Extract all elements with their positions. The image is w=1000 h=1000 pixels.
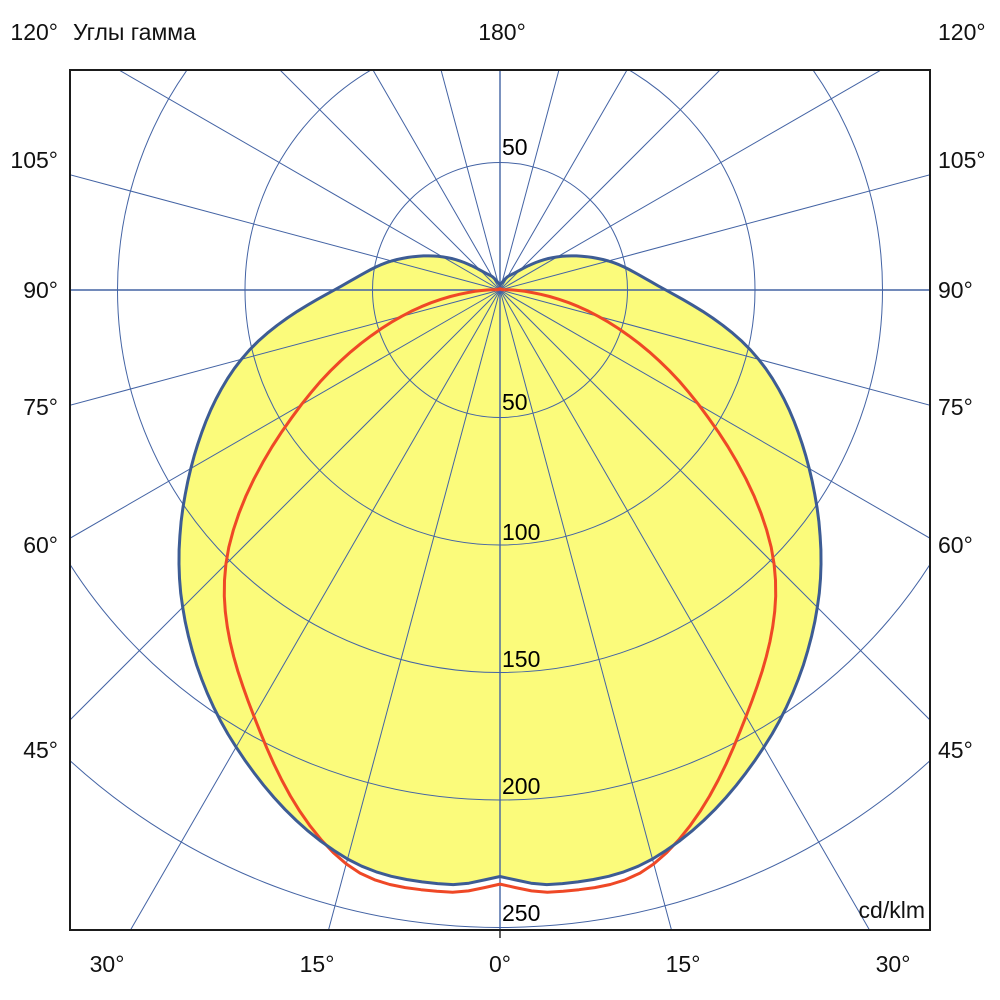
ring-label-100: 100	[502, 519, 541, 545]
gamma-label-bottom-30R: 30°	[875, 951, 911, 977]
gamma-radial-225	[279, 70, 501, 291]
gamma-label-bottom-15R: 15°	[665, 951, 701, 977]
gamma-label-right-120: 120°	[938, 19, 986, 45]
gamma-radial-60	[499, 289, 930, 539]
gamma-radial-210	[372, 70, 501, 291]
gamma-label-left-120: 120°	[10, 19, 58, 45]
gamma-radial-330	[129, 289, 501, 930]
gamma-label-right-60: 60°	[938, 532, 973, 558]
gamma-label-top-180: 180°	[478, 19, 526, 45]
ring-label-50-upper: 50	[502, 134, 528, 160]
ring-label-200: 200	[502, 773, 541, 799]
gamma-radial-135	[499, 70, 721, 291]
gamma-radial-105	[499, 174, 930, 291]
gamma-radial-300	[70, 289, 501, 539]
gamma-radial-150	[499, 70, 628, 291]
gamma-radial-45	[499, 289, 930, 721]
ring-label-50-lower: 50	[502, 389, 528, 415]
gamma-radial-15	[499, 289, 673, 930]
gamma-label-right-75: 75°	[938, 394, 973, 420]
gamma-label-left-90: 90°	[23, 277, 58, 303]
gamma-label-right-105: 105°	[938, 147, 986, 173]
ring-label-150: 150	[502, 646, 541, 672]
gamma-radial-75	[499, 289, 930, 406]
gamma-label-right-45: 45°	[938, 737, 973, 763]
gamma-label-left-60: 60°	[23, 532, 58, 558]
gamma-label-bottom-0: 0°	[489, 951, 511, 977]
gamma-radial-345	[327, 289, 501, 930]
gamma-label-right-90: 90°	[938, 277, 973, 303]
gamma-label-bottom-15L: 15°	[299, 951, 335, 977]
gamma-radial-30	[499, 289, 871, 930]
gamma-radial-195	[440, 70, 501, 291]
gamma-label-left-45: 45°	[23, 737, 58, 763]
gamma-radial-120	[499, 70, 883, 291]
intensity-curve-inner	[222, 287, 778, 894]
gamma-label-left-105: 105°	[10, 147, 58, 173]
chart-title: Углы гамма	[73, 19, 196, 45]
gamma-radial-315	[70, 289, 501, 721]
gamma-label-left-75: 75°	[23, 394, 58, 420]
gamma-label-bottom-30L: 30°	[89, 951, 125, 977]
gamma-radial-255	[70, 174, 501, 291]
intensity-curve-outer	[177, 254, 823, 887]
gamma-radial-165	[499, 70, 560, 291]
unit-label: cd/klm	[858, 897, 925, 923]
gamma-radial-240	[117, 70, 501, 291]
ring-label-250: 250	[502, 900, 541, 926]
gamma-radial-285	[70, 289, 501, 406]
